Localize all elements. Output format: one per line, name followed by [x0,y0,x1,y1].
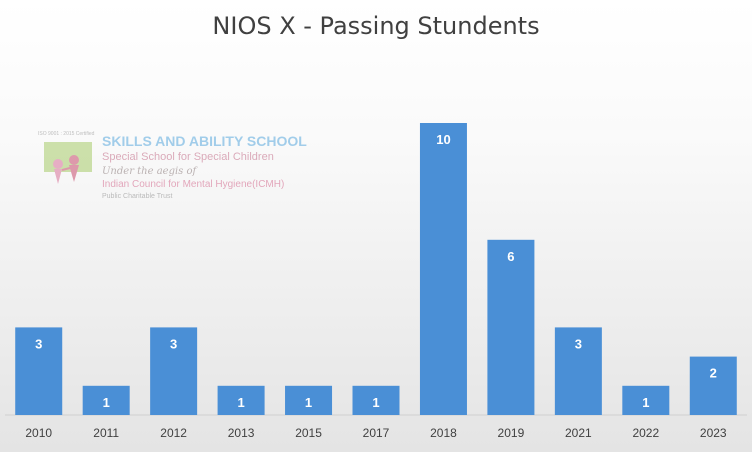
bar-group: 6 2019 [487,239,535,440]
x-tick-label-2018: 2018 [430,426,457,440]
data-label-2023: 2 [710,366,717,381]
data-label-2018: 10 [436,132,450,147]
x-tick-label-2023: 2023 [700,426,727,440]
data-label-2017: 1 [372,395,379,410]
bar-2023 [689,356,737,415]
watermark-aegis: Under the aegis of [102,166,197,177]
watermark-trust: Public Charitable Trust [102,193,173,200]
bar-2019 [487,239,535,415]
x-tick-label-2021: 2021 [565,426,592,440]
data-label-2010: 3 [35,336,42,351]
chart-title: NIOS X - Passing Stundents [212,12,540,40]
bar-group: 1 2017 [352,385,400,440]
bar-group: 3 2021 [554,327,602,440]
bar-group: 10 2018 [419,123,467,440]
data-label-2015: 1 [305,395,312,410]
data-label-2019: 6 [507,249,514,264]
bar-group: 2 2023 [689,356,737,440]
watermark-subtitle: Special School for Special Children [102,151,274,163]
bar-2018 [419,123,467,415]
bar-2010 [15,327,63,415]
data-label-2012: 3 [170,336,177,351]
bar-group: 1 2013 [217,385,265,440]
school-watermark: ISO 9001 : 2015 Certified SKILLS AND ABI… [34,128,307,208]
x-tick-label-2013: 2013 [228,426,255,440]
data-label-2011: 1 [103,395,110,410]
data-label-2022: 1 [642,395,649,410]
bar-2013 [217,385,265,415]
x-tick-label-2022: 2022 [632,426,659,440]
bar-group: 1 2015 [285,385,333,440]
bar-2021 [554,327,602,415]
school-logo-icon [44,142,92,184]
bar-group: 3 2012 [150,327,198,440]
bar-2022 [622,385,670,415]
bar-2017 [352,385,400,415]
watermark-council: Indian Council for Mental Hygiene(ICMH) [102,179,285,190]
x-tick-label-2012: 2012 [160,426,187,440]
bar-group: 1 2011 [82,385,130,440]
x-tick-label-2017: 2017 [363,426,390,440]
watermark-badge: ISO 9001 : 2015 Certified [38,131,95,137]
x-tick-label-2010: 2010 [25,426,52,440]
bar-2012 [150,327,198,415]
data-label-2021: 3 [575,336,582,351]
data-label-2013: 1 [237,395,244,410]
bar-2011 [82,385,130,415]
x-tick-label-2019: 2019 [498,426,525,440]
bar-2015 [285,385,333,415]
watermark-school-name: SKILLS AND ABILITY SCHOOL [102,133,307,149]
x-tick-label-2011: 2011 [93,426,119,440]
bar-group: 1 2022 [622,385,670,440]
x-tick-label-2015: 2015 [295,426,322,440]
bar-group: 3 2010 [15,327,63,440]
